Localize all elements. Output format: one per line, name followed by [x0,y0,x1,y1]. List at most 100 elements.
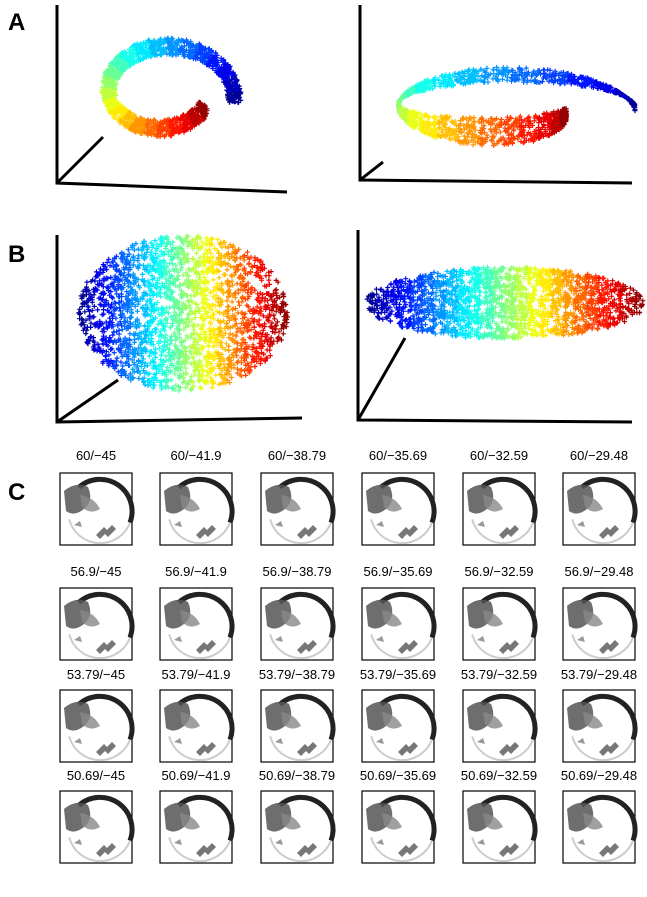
landmass [174,738,182,744]
point-cloud [444,267,461,339]
point-cloud [406,108,424,134]
point-cloud [233,247,247,379]
point-cloud [536,67,570,87]
point-cloud [364,286,380,315]
globe-rim [177,693,235,741]
thumbnail-label: 60/−41.9 [171,448,222,463]
globe-edge [571,837,634,863]
thumbnail [260,790,336,864]
point-cloud [432,270,449,337]
globe-edge [68,837,131,863]
landmass [477,521,485,527]
point-cloud [117,109,139,132]
point-cloud [535,110,555,141]
thumbnail-label: 60/−38.79 [268,448,326,463]
point-cloud [195,99,210,120]
landmass [499,640,519,654]
point-cloud [537,267,554,338]
landmass [382,495,402,512]
globe-edge [571,634,634,660]
thumbnail [361,472,437,546]
landmass [483,813,503,830]
globe-rim [580,591,638,639]
landmass [174,636,182,642]
landmass [398,525,418,539]
thumbnail-label: 53.79/−41.9 [161,667,230,682]
globe-edge [471,519,534,545]
point-cloud [478,64,512,85]
thumbnail [462,472,538,546]
thumbnail-label: 53.79/−29.48 [561,667,637,682]
point-cloud [452,67,483,87]
landmass [583,813,603,830]
point-cloud [412,77,434,95]
point-cloud [76,284,90,337]
globe-rim [379,693,437,741]
thumbnail [159,587,235,661]
point-cloud [167,115,185,139]
thumbnail-label: 56.9/−35.69 [363,564,432,579]
thumbnail-label: 56.9/−29.48 [564,564,633,579]
thumbnail [562,472,638,546]
point-cloud [128,115,150,137]
point-cloud [163,234,177,392]
thumbnail [159,790,235,864]
landmass [196,742,216,756]
landmass [376,738,384,744]
landmass [583,712,603,729]
thumbnail [59,472,135,546]
landmass [80,813,100,830]
landmass [96,843,116,857]
thumbnail-label: 60/−35.69 [369,448,427,463]
globe-edge [370,736,433,762]
thumbnail-label: 50.69/−29.48 [561,768,637,783]
landmass [483,712,503,729]
point-cloud [397,276,414,330]
thumbnail [59,689,135,763]
thumbnail-label: 60/−32.59 [470,448,528,463]
point-cloud [277,290,291,343]
point-cloud [93,262,107,366]
point-cloud [189,233,203,390]
thumbnail [260,472,336,546]
globe-edge [68,634,131,660]
axes [55,5,288,194]
point-cloud [102,256,116,369]
point-cloud [518,113,540,146]
point-cloud [154,235,168,392]
landmass [297,640,317,654]
landmass [398,742,418,756]
landmass [74,839,82,845]
image-grid: 60/−45 60/−41.9 60/−38.79 60/−35.69 60/−32.5… [59,448,638,864]
landmass [499,525,519,539]
panel-label: A [8,9,25,36]
thumbnail [260,587,336,661]
point-cloud [456,115,482,148]
landmass [96,525,116,539]
thumbnail [59,790,135,864]
landmass [96,640,116,654]
globe-rim [580,794,638,842]
globe-rim [379,794,437,842]
point-cloud [590,79,617,95]
globe-rim [278,476,336,524]
point-cloud [137,238,151,388]
globe-edge [168,736,231,762]
thumbnail [361,587,437,661]
point-cloud [119,247,133,381]
landmass [382,813,402,830]
landmass [180,495,200,512]
axes [55,235,303,424]
thumbnail-label: 56.9/−38.79 [262,564,331,579]
landmass [281,495,301,512]
landmass [74,738,82,744]
globe-rim [77,476,135,524]
landmass [382,610,402,627]
globe-rim [77,591,135,639]
globe-edge [168,519,231,545]
thumbnail [462,689,538,763]
globe-rim [480,591,538,639]
thumbnail [59,587,135,661]
globe-edge [168,837,231,863]
point-cloud [436,114,461,143]
